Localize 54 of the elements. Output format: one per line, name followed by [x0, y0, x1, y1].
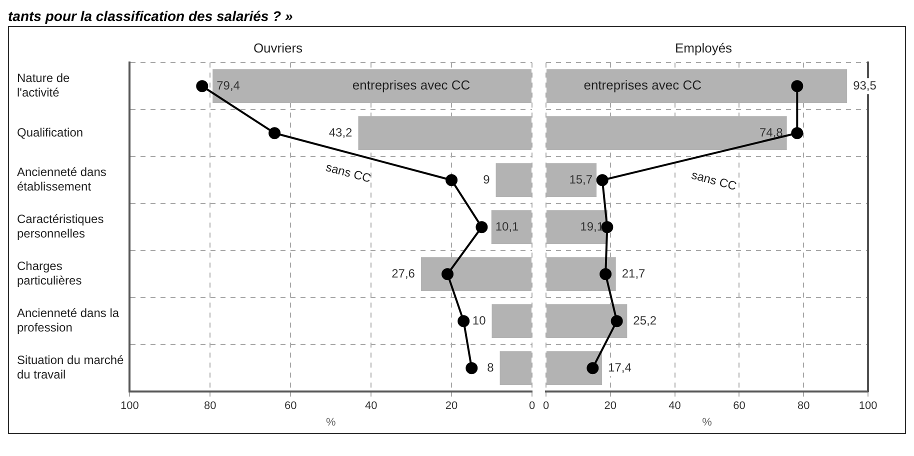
point [610, 315, 623, 328]
x-tick-label: 60 [284, 400, 297, 412]
x-tick-label: 0 [528, 400, 536, 412]
x-tick-label: 80 [797, 400, 810, 412]
data-label: 9 [483, 172, 490, 186]
text: sans CC [324, 160, 373, 186]
x-tick-label: 0 [542, 400, 550, 412]
x-axis-title: % [702, 416, 712, 428]
data-label: 27,6 [392, 266, 416, 280]
point [586, 362, 599, 374]
x-tick-label: 80 [204, 400, 216, 412]
series-label: entreprises avec CC [352, 78, 470, 93]
point [596, 174, 608, 186]
point [476, 221, 488, 234]
y-tick-label: Situation du marché du travail [17, 353, 124, 382]
series-label: entreprises avec CC [584, 78, 702, 93]
point [458, 315, 470, 328]
point [196, 80, 208, 92]
chart-title: Employés [674, 40, 733, 56]
point [466, 362, 478, 374]
point [446, 174, 458, 186]
data-label: 25,2 [633, 313, 657, 328]
data-label: 17,4 [608, 360, 632, 374]
data-label: 10 [472, 313, 486, 328]
point [268, 127, 281, 140]
y-tick-label: Charges particulières [17, 259, 82, 288]
data-label: 43,2 [328, 125, 353, 140]
data-label: 8 [487, 360, 494, 374]
data-label: 15,7 [569, 172, 593, 186]
data-label: 21,7 [622, 266, 646, 280]
point [442, 268, 454, 280]
data-label: 74,8 [760, 125, 784, 140]
chart-title: Ouvriers [253, 40, 304, 56]
y-tick-label: Ancienneté dans établissement [17, 165, 106, 194]
x-tick-label: 100 [858, 400, 878, 412]
text: sans CC [690, 168, 738, 194]
data-label: 79,4 [216, 78, 240, 92]
x-tick-label: 40 [364, 400, 378, 412]
x-tick-label: 100 [120, 400, 139, 412]
x-tick-label: 20 [604, 400, 617, 412]
point [791, 80, 804, 92]
y-tick-label: Caractéristiques personnelles [17, 212, 104, 241]
y-tick-label: Nature de l'activité [17, 71, 70, 100]
point [600, 268, 612, 280]
data-label: 10,1 [495, 219, 520, 234]
x-tick-label: 60 [733, 400, 746, 412]
point [791, 127, 804, 140]
y-tick-label: Qualification [17, 125, 84, 140]
x-axis-title: % [326, 416, 336, 428]
text: tants pour la classification des salariés ? » [8, 8, 294, 26]
y-tick-label: Ancienneté dans la profession [17, 306, 120, 335]
x-tick-label: 40 [668, 400, 681, 412]
data-label: 93,5 [853, 78, 877, 92]
x-tick-label: 20 [445, 400, 458, 412]
